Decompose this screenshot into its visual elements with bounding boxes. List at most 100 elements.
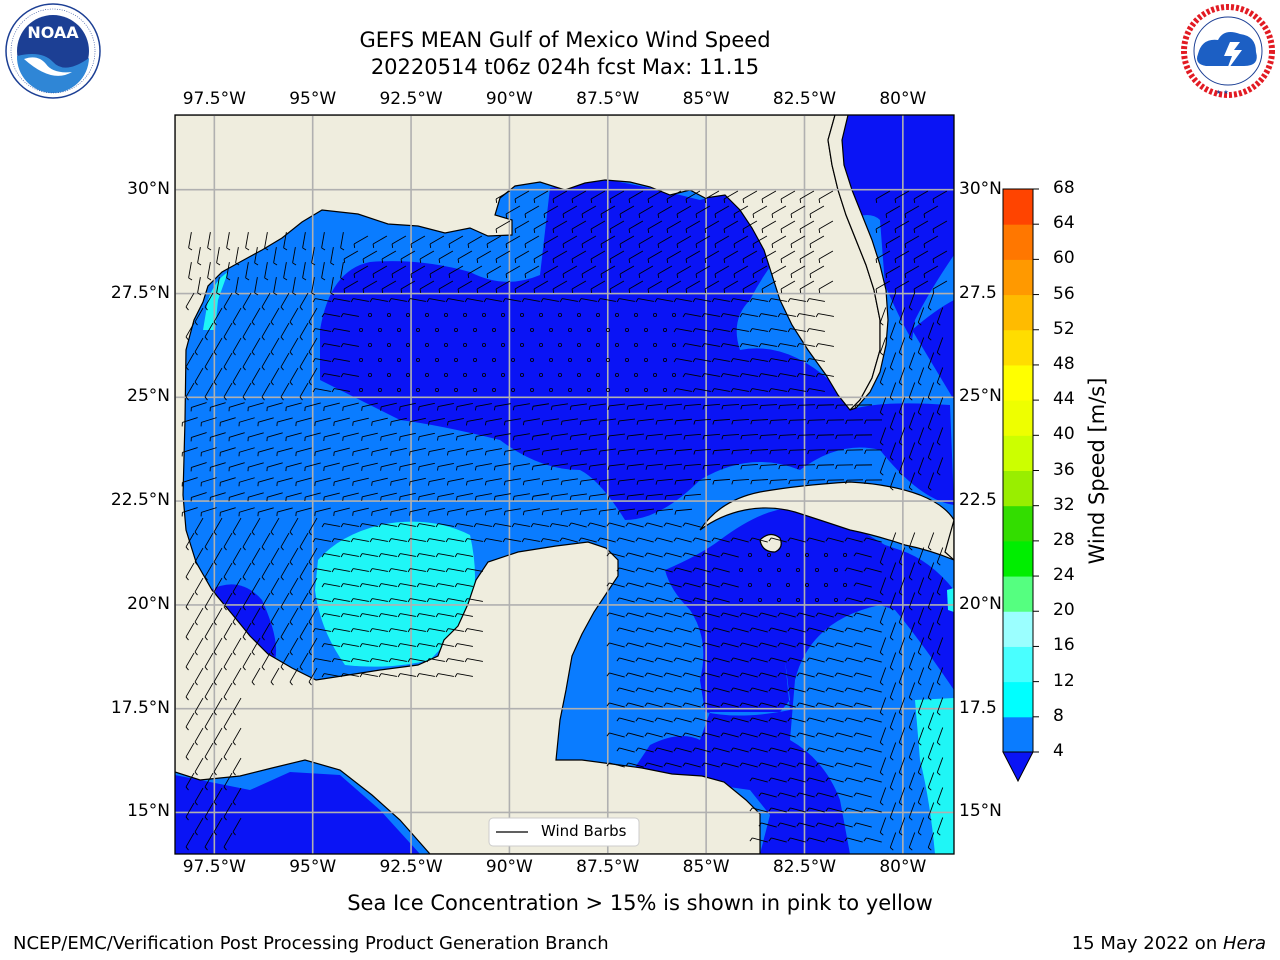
wind-barb-flag [936, 382, 941, 386]
wind-barb-flag [598, 480, 601, 486]
wind-barb-flag [739, 642, 743, 647]
wind-barb-flag [739, 732, 743, 737]
wind-barb-flag [898, 442, 903, 446]
wind-barb [229, 492, 245, 498]
wind-barb-flag [270, 621, 274, 626]
wind-barb [904, 205, 920, 215]
wind-barb [533, 280, 549, 290]
wind-barb [185, 592, 195, 608]
wind-barb-flag [223, 726, 227, 731]
wind-barb-flag [447, 421, 449, 426]
wind-barb [254, 277, 258, 293]
wind-barb [917, 607, 925, 623]
wind-barb-flag [758, 642, 762, 647]
wind-barb-flag [730, 537, 734, 542]
wind-barb-flag [352, 481, 354, 486]
wind-barb-flag [711, 717, 715, 722]
wind-barb-flag [695, 243, 698, 249]
wind-barb [676, 205, 692, 215]
calm-wind-circle [377, 327, 382, 332]
wind-barb [270, 547, 280, 563]
lon-tick-label: 97.5°W [182, 857, 246, 877]
wind-barb [457, 523, 473, 527]
wind-barb [760, 404, 778, 406]
calm-wind-circle [767, 553, 772, 558]
wind-barb [495, 250, 511, 260]
wind-barb-flag [825, 687, 829, 692]
wind-barb-flag [787, 777, 791, 782]
wind-barb [495, 463, 511, 467]
wind-barb [486, 448, 502, 452]
wind-barb [908, 292, 916, 308]
wind-barb [258, 507, 274, 513]
calm-wind-circle [596, 312, 601, 317]
wind-barb [194, 817, 204, 833]
wind-barb [524, 265, 540, 275]
colorbar-tick-label: 8 [1053, 705, 1064, 726]
wind-barb [289, 337, 299, 353]
wind-barb [733, 657, 749, 663]
wind-barb-flag [806, 627, 810, 632]
wind-barb [467, 508, 483, 512]
wind-barb [628, 403, 644, 407]
wind-barb-flag [768, 298, 772, 303]
wind-barb [220, 417, 236, 423]
wind-barb [486, 478, 502, 482]
wind-barb-flag [321, 583, 325, 588]
wind-barb [771, 747, 787, 753]
wind-barb-flag [768, 328, 772, 333]
wind-barb [809, 717, 825, 723]
wind-barb [638, 657, 654, 663]
wind-barb-flag [616, 537, 620, 542]
wind-barb [353, 265, 369, 275]
wind-barb-flag [936, 352, 941, 356]
wind-barb [665, 433, 683, 437]
wind-barb-flag [889, 697, 894, 701]
wind-barb [733, 717, 749, 723]
wind-barb-flag [410, 273, 413, 279]
wind-barb [270, 517, 280, 533]
wind-barb [889, 562, 897, 578]
wind-barb-flag [701, 702, 705, 707]
wind-barb [704, 732, 720, 738]
map-frame [174, 114, 955, 855]
wind-barb [590, 220, 606, 230]
wind-barb-flag [426, 538, 430, 543]
wind-barb [752, 537, 768, 543]
wind-barb-flag [254, 292, 259, 296]
wind-barb-flag [644, 702, 648, 707]
wind-barb [638, 597, 654, 603]
wind-barb-flag [917, 682, 922, 686]
wind-barb [898, 367, 906, 383]
wind-barb-flag [418, 466, 420, 471]
wind-barb [343, 462, 359, 468]
wind-barb [847, 747, 863, 753]
wind-barb-flag [807, 480, 810, 485]
wind-barb-flag [359, 643, 363, 648]
wind-barb [761, 642, 777, 648]
wind-barb [343, 343, 359, 347]
wind-barb-flag [625, 732, 629, 737]
wind-barb [927, 592, 935, 608]
wind-barb [524, 478, 540, 482]
wind-barb-flag [543, 213, 546, 219]
wind-barb-flag [606, 522, 610, 527]
wind-barb [676, 328, 692, 332]
wind-barb [908, 352, 916, 368]
wind-barb-flag [524, 273, 527, 279]
wind-barb-flag [692, 298, 696, 303]
wind-barb-flag [464, 598, 468, 603]
wind-barb [714, 627, 730, 633]
wind-barb-flag [889, 427, 894, 431]
wind-barb-flag [251, 561, 255, 566]
wind-barb [505, 508, 521, 512]
wind-barb-flag [560, 511, 563, 516]
calm-wind-circle [663, 387, 668, 392]
wind-barb-flag [863, 807, 867, 812]
wind-barb-flag [455, 466, 458, 471]
wind-barb [270, 337, 280, 353]
wind-barb-flag [407, 628, 411, 633]
wind-barb-flag [232, 321, 236, 326]
wind-barb-flag [704, 288, 707, 294]
wind-barb-flag [796, 702, 800, 707]
